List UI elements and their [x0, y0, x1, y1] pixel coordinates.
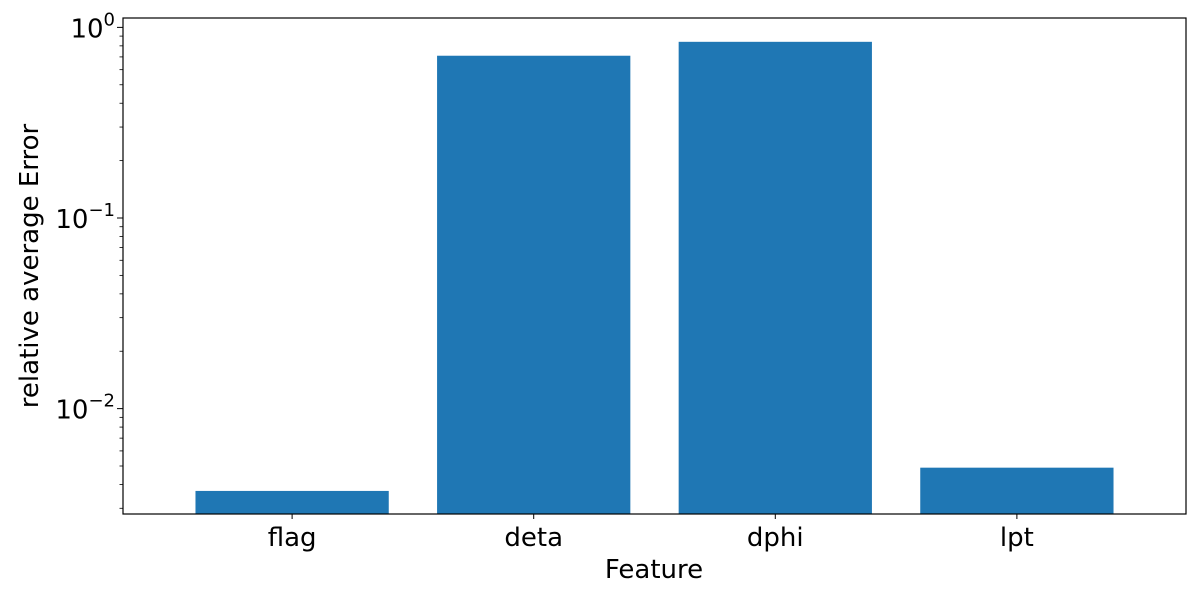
bar-lpt	[920, 467, 1114, 514]
x-tick-label: lpt	[1000, 523, 1034, 553]
x-tick-label: dphi	[747, 523, 804, 553]
x-ticks: flag deta dphi lpt	[268, 514, 1034, 553]
y-major-ticks: 10−2 10−1 100	[55, 9, 123, 426]
bars-group	[195, 41, 1114, 515]
bar-dphi	[678, 41, 872, 514]
x-tick-label: flag	[268, 523, 317, 553]
y-axis-label: relative average Error	[15, 123, 45, 408]
bar-deta	[437, 55, 631, 515]
y-tick-label: 100	[70, 9, 115, 44]
y-tick-label: 10−2	[55, 391, 115, 426]
x-tick-label: deta	[504, 523, 563, 553]
bar-flag	[195, 490, 389, 514]
plot-frame	[122, 17, 1187, 515]
x-axis-label: Feature	[605, 555, 703, 585]
y-tick-label: 10−1	[55, 200, 115, 235]
